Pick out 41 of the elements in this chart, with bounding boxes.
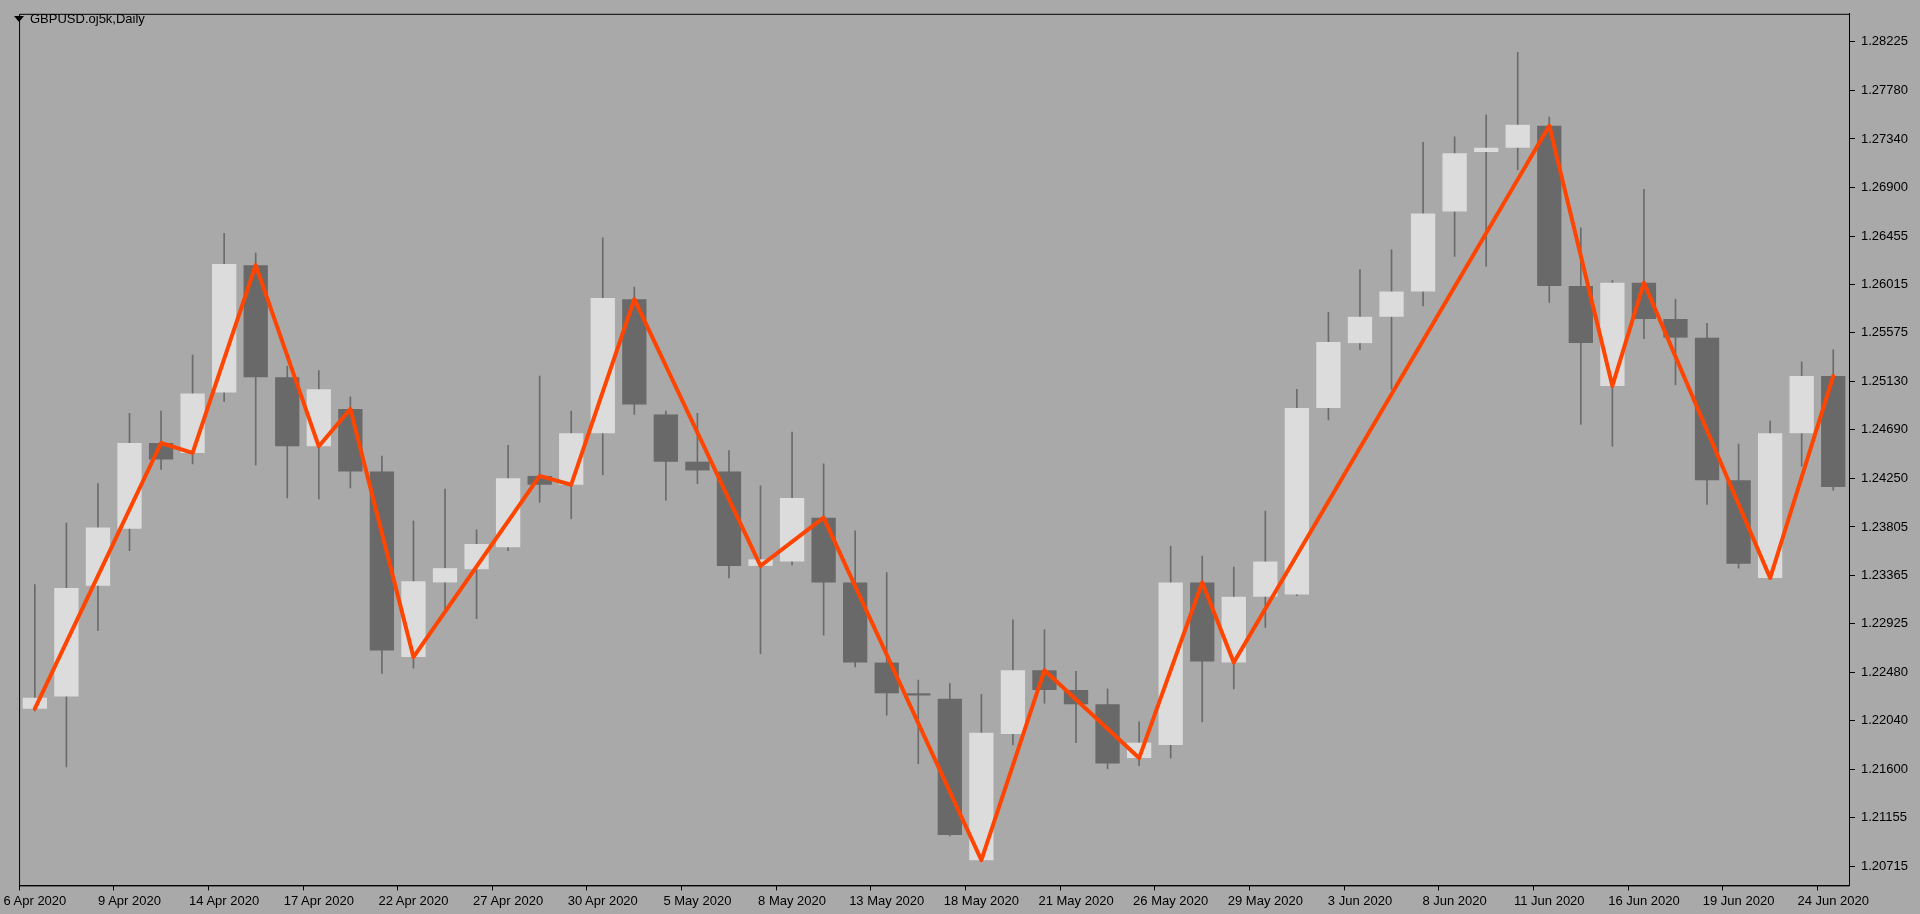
x-tick-label: 27 Apr 2020 bbox=[473, 892, 544, 908]
y-tick-label: 1.22480 bbox=[1861, 664, 1909, 680]
x-tick-label: 8 Jun 2020 bbox=[1422, 892, 1487, 908]
x-tick-label: 17 Apr 2020 bbox=[283, 892, 354, 908]
x-tick-label: 18 May 2020 bbox=[943, 892, 1019, 908]
x-tick-label: 16 Jun 2020 bbox=[1608, 892, 1680, 908]
chart-title: GBPUSD.oj5k,Daily bbox=[30, 11, 145, 26]
x-tick-label: 19 Jun 2020 bbox=[1702, 892, 1775, 908]
y-tick-label: 1.23805 bbox=[1861, 518, 1909, 534]
candlestick bbox=[1505, 51, 1530, 171]
y-tick-label: 1.24690 bbox=[1861, 421, 1909, 437]
y-tick-label: 1.26455 bbox=[1861, 227, 1909, 243]
x-tick-label: 29 May 2020 bbox=[1227, 892, 1303, 908]
x-tick-label: 14 Apr 2020 bbox=[189, 892, 260, 908]
x-tick-label: 8 May 2020 bbox=[758, 892, 827, 908]
y-tick-label: 1.25575 bbox=[1861, 324, 1909, 340]
y-tick-label: 1.28225 bbox=[1861, 33, 1909, 49]
x-tick-label: 5 May 2020 bbox=[663, 892, 732, 908]
y-tick-label: 1.23365 bbox=[1861, 566, 1909, 582]
x-tick-label: 30 Apr 2020 bbox=[567, 892, 638, 908]
x-tick-label: 21 May 2020 bbox=[1038, 892, 1114, 908]
y-tick-label: 1.22925 bbox=[1861, 615, 1909, 631]
x-tick-label: 9 Apr 2020 bbox=[98, 892, 161, 908]
x-tick-label: 22 Apr 2020 bbox=[378, 892, 449, 908]
x-tick-label: 26 May 2020 bbox=[1133, 892, 1209, 908]
y-tick-label: 1.27780 bbox=[1861, 82, 1909, 98]
x-tick-label: 24 Jun 2020 bbox=[1797, 892, 1870, 908]
y-tick-label: 1.20715 bbox=[1861, 857, 1909, 873]
x-tick-label: 13 May 2020 bbox=[849, 892, 925, 908]
y-tick-label: 1.26900 bbox=[1861, 178, 1909, 194]
y-tick-label: 1.24250 bbox=[1861, 469, 1909, 485]
y-tick-label: 1.21600 bbox=[1861, 760, 1909, 776]
x-tick-label: 11 Jun 2020 bbox=[1513, 892, 1585, 908]
candlestick bbox=[1474, 114, 1499, 267]
x-tick-label: 6 Apr 2020 bbox=[3, 892, 67, 908]
y-tick-label: 1.27340 bbox=[1861, 130, 1909, 146]
y-tick-label: 1.21155 bbox=[1861, 809, 1908, 825]
y-tick-label: 1.22040 bbox=[1861, 712, 1909, 728]
y-tick-label: 1.25130 bbox=[1861, 373, 1909, 389]
y-tick-label: 1.26015 bbox=[1861, 275, 1909, 291]
x-tick-label: 3 Jun 2020 bbox=[1327, 892, 1393, 908]
